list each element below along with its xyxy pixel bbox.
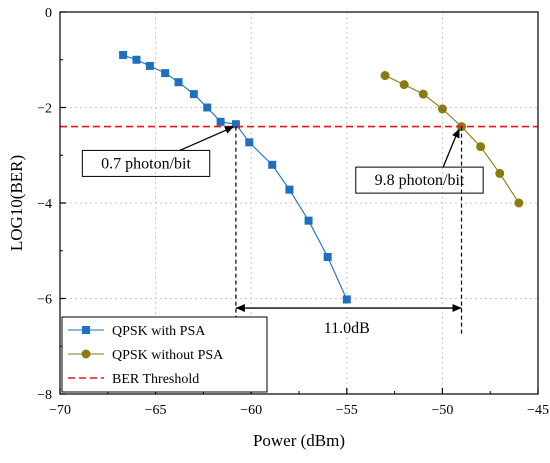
span-label: 11.0dB	[324, 320, 370, 337]
grid-lines	[60, 12, 538, 394]
data-point-square	[203, 103, 212, 112]
data-point-square	[245, 138, 254, 147]
data-point-square	[161, 69, 170, 78]
data-point-circle	[514, 198, 524, 208]
x-tick-label: −60	[240, 403, 262, 418]
data-point-square	[119, 50, 128, 59]
annotation-box	[81, 149, 211, 177]
legend: QPSK with PSA QPSK without PSA BER Thresho…	[61, 316, 268, 393]
span-arrowhead-left	[235, 304, 245, 313]
annotation-arrow-line	[179, 126, 234, 152]
data-point-circle	[399, 80, 409, 90]
y-tick-label: −8	[37, 388, 52, 403]
series-line	[122, 54, 348, 300]
y-axis-title: LOG10(BER)	[7, 155, 26, 251]
legend-label: QPSK with PSA	[112, 324, 206, 339]
y-tick-label: −4	[37, 197, 52, 212]
data-point-circle	[418, 89, 428, 99]
data-point-circle	[476, 142, 486, 152]
data-point-square	[145, 61, 154, 70]
x-tick-label: −70	[49, 403, 71, 418]
data-point-square	[132, 55, 141, 64]
x-tick-label: −65	[145, 403, 167, 418]
data-point-square	[268, 160, 277, 169]
x-tick-label: −50	[431, 403, 453, 418]
legend-swatch-circle	[81, 349, 91, 359]
annotation-box	[355, 166, 484, 194]
annotation-label: 0.7 photon/bit	[101, 155, 191, 172]
x-tick-label: −45	[527, 403, 549, 418]
legend-label: QPSK without PSA	[112, 348, 224, 363]
span-arrowhead-right	[452, 304, 462, 313]
annotation-label: 9.8 photon/bit	[375, 172, 465, 189]
plot-area	[60, 50, 538, 304]
annotation-arrowhead	[452, 128, 460, 139]
data-point-square	[189, 90, 198, 99]
legend-swatch-square	[82, 326, 90, 334]
data-point-square	[342, 295, 351, 304]
y-tick-label: −2	[37, 102, 52, 117]
data-point-square	[174, 78, 183, 87]
data-point-square	[285, 185, 294, 194]
data-point-circle	[495, 168, 505, 178]
axes: −70 −65 −60 −55 −50 −45 0 −2 −4 −6 −8	[37, 6, 549, 418]
x-tick-label: −55	[336, 403, 358, 418]
data-point-square	[323, 252, 332, 261]
x-axis-title: Power (dBm)	[253, 431, 345, 450]
data-point-circle	[437, 104, 447, 114]
legend-label: BER Threshold	[112, 372, 199, 387]
y-tick-label: −6	[37, 293, 52, 308]
y-tick-label: 0	[45, 6, 52, 21]
data-point-square	[304, 216, 313, 225]
annotations: 0.7 photon/bit 9.8 photon/bit 11.0dB	[81, 126, 484, 337]
data-point-circle	[380, 71, 390, 81]
annotation-arrowhead	[224, 126, 234, 134]
data-point-square	[231, 120, 240, 129]
data-point-square	[216, 117, 225, 126]
